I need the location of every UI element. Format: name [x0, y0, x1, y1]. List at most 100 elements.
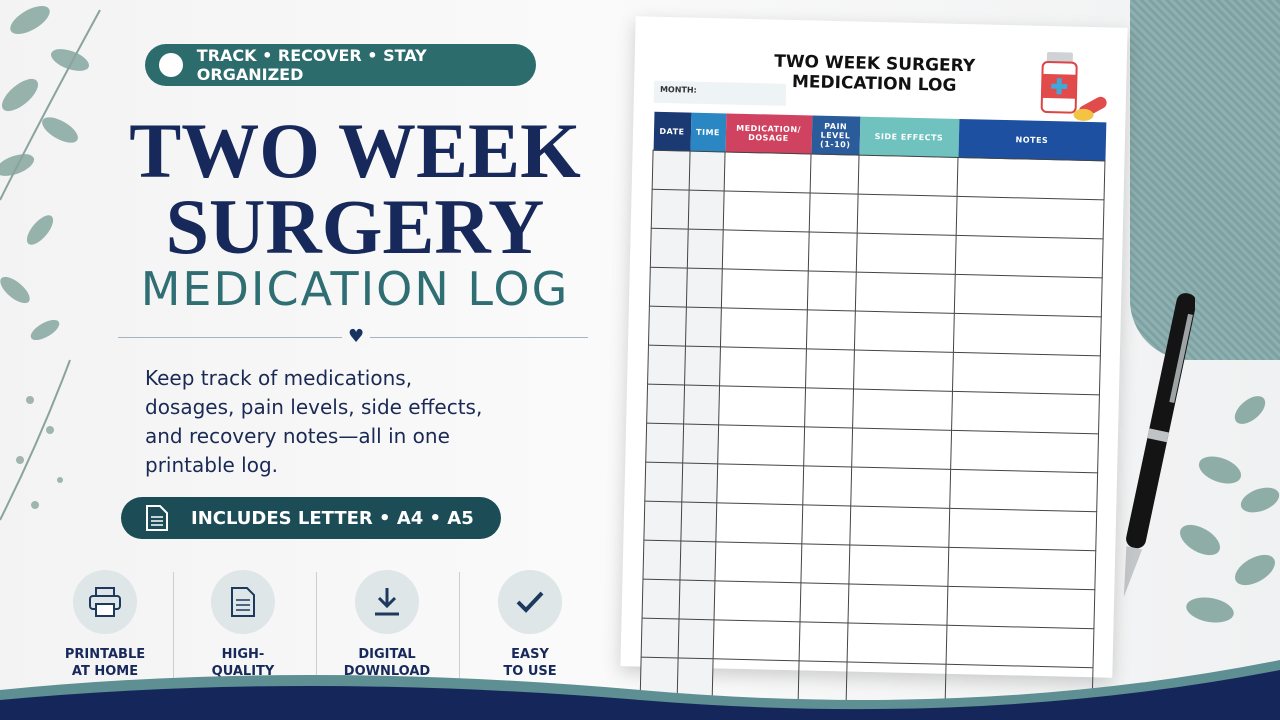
formats-badge: INCLUDES LETTER • A4 • A5 [121, 497, 501, 539]
feature-label: PRINTABLE AT HOME [55, 646, 155, 680]
log-cell [847, 583, 948, 626]
feature: DIGITAL DOWNLOAD [322, 570, 452, 680]
feature-label-line: EASY [511, 647, 549, 662]
log-cell [953, 313, 1102, 356]
log-cell [685, 307, 722, 347]
log-cell [646, 384, 685, 425]
log-cell [850, 467, 951, 509]
log-cell [808, 231, 858, 273]
feature: EASY TO USE [465, 570, 595, 680]
log-cell [957, 157, 1105, 200]
log-cell [948, 508, 1097, 551]
log-cell [652, 150, 691, 191]
log-cell [647, 345, 686, 386]
log-cell [650, 228, 689, 269]
log-cell [955, 235, 1104, 278]
log-cell [807, 270, 857, 312]
log-cell [803, 426, 853, 468]
log-cell [689, 151, 726, 191]
log-cell [723, 190, 811, 232]
title-line: SURGERY [165, 183, 545, 270]
log-cell [946, 586, 1095, 629]
feature-label-line: DIGITAL [358, 647, 416, 662]
log-cell [806, 309, 856, 351]
log-cell [956, 196, 1105, 239]
log-cell [855, 272, 956, 314]
tagline: TRACK • RECOVER • STAY ORGANIZED [196, 46, 427, 84]
leaves-left [0, 6, 101, 521]
log-cell [848, 544, 949, 587]
log-cell [680, 502, 717, 542]
feature-icon [498, 570, 562, 634]
log-cell [722, 229, 810, 271]
log-cell [852, 389, 953, 431]
log-cell [810, 153, 860, 195]
log-cell [849, 505, 950, 548]
log-cell [714, 541, 802, 583]
log-cell [649, 267, 688, 308]
separator [173, 572, 174, 682]
doc-icon [146, 505, 168, 531]
log-cell [719, 346, 807, 388]
separator [459, 572, 460, 682]
column-header: NOTES [957, 118, 1106, 161]
pen [1123, 293, 1195, 597]
log-cell [687, 229, 724, 269]
log-cell [720, 307, 808, 349]
column-header: MEDICATION/ DOSAGE [725, 113, 812, 154]
log-cell [801, 504, 851, 545]
log-cell [949, 469, 1098, 512]
log-cell [684, 346, 721, 386]
log-cell [947, 547, 1096, 590]
feature-label-line: PRINTABLE [64, 647, 146, 662]
feature-label-line: HIGH-QUALITY [211, 647, 275, 679]
log-cell [804, 387, 854, 429]
log-cell [715, 502, 803, 544]
log-cell [679, 541, 716, 581]
log-cell [950, 430, 1099, 473]
log-cell [800, 543, 850, 584]
column-header: DATE [653, 111, 691, 152]
title-line: TWO WEEK [129, 107, 581, 194]
log-cell [858, 155, 958, 197]
log-cell [682, 424, 719, 464]
log-cell [651, 189, 690, 230]
log-cell [721, 268, 809, 310]
formats-text: INCLUDES LETTER • A4 • A5 [191, 507, 474, 529]
log-cell [856, 233, 957, 275]
log-cell [717, 424, 805, 466]
log-cell [800, 582, 849, 623]
leaves-right [1180, 396, 1280, 623]
log-cell [642, 579, 680, 619]
log-cell [642, 540, 681, 580]
feature-label: DIGITAL DOWNLOAD [337, 646, 437, 680]
tagline-badge: TRACK • RECOVER • STAY ORGANIZED [145, 44, 536, 86]
log-cell [686, 268, 723, 308]
log-cell [688, 190, 725, 230]
log-cell [679, 579, 715, 620]
log-cell [952, 352, 1101, 395]
log-cell [809, 192, 859, 234]
badge-icon [159, 53, 183, 77]
heart-icon: ♥ [342, 328, 371, 346]
feature-icon [73, 570, 137, 634]
log-cell [643, 501, 682, 542]
feature-label: EASY TO USE [480, 646, 580, 680]
feature-label-line: AT HOME [71, 664, 139, 679]
log-cell [857, 194, 958, 236]
log-cell [853, 350, 954, 392]
separator [316, 572, 317, 682]
log-cell [645, 423, 684, 464]
log-cell [683, 385, 720, 425]
feature-icon [211, 570, 275, 634]
bottom-wave [0, 660, 1280, 720]
log-cell [648, 306, 687, 347]
title-line: MEDICATION LOG [140, 262, 570, 316]
log-cell [724, 151, 812, 193]
feature-label-line: DOWNLOAD [343, 664, 431, 679]
log-cell [718, 385, 806, 427]
feature: PRINTABLE AT HOME [40, 570, 170, 680]
towel [1130, 0, 1280, 360]
feature-icon [355, 570, 419, 634]
